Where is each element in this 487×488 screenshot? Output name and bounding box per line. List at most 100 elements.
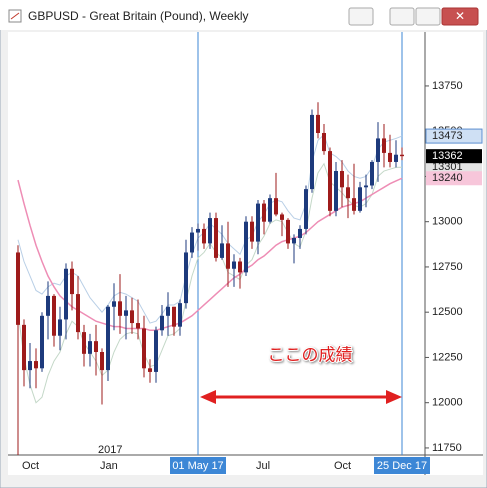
- candle-body: [118, 301, 122, 316]
- candle-body: [130, 310, 134, 324]
- candle-body: [28, 361, 32, 371]
- candle-body: [262, 203, 266, 222]
- x-tick-label: Oct: [22, 460, 39, 472]
- candle-body: [268, 198, 272, 222]
- candle-body: [208, 218, 212, 244]
- candle-body: [304, 189, 308, 229]
- year-label: 2017: [98, 444, 122, 456]
- candle-body: [154, 330, 158, 372]
- candle-body: [310, 114, 314, 190]
- link-button[interactable]: [348, 7, 374, 26]
- price-box: [425, 128, 483, 144]
- candle-body: [202, 228, 206, 244]
- candle-body: [136, 323, 140, 329]
- y-tick-label: 13750: [432, 80, 463, 92]
- candle-body: [46, 295, 50, 316]
- price-box-label: 13473: [432, 130, 463, 142]
- close-icon: ✕: [455, 9, 465, 23]
- candle-body: [76, 294, 80, 333]
- candle-body: [166, 306, 170, 316]
- candle-body: [190, 232, 194, 253]
- x-tick-label: Jan: [100, 460, 118, 472]
- candle-body: [364, 185, 368, 188]
- y-tick-label: 11750: [432, 442, 462, 454]
- candle-body: [250, 221, 254, 242]
- candle-body: [148, 368, 152, 372]
- x-tick-label: 01 May 17: [172, 460, 223, 472]
- candle-body: [214, 218, 218, 258]
- candle-body: [70, 268, 74, 295]
- candle-body: [40, 315, 44, 369]
- time-axis: [8, 455, 483, 475]
- arrow-head: [386, 390, 402, 404]
- candle-body: [238, 261, 242, 273]
- candle-body: [64, 268, 68, 320]
- date-marker-box: [374, 457, 430, 474]
- candle-body: [370, 161, 374, 186]
- candle-body: [82, 332, 86, 354]
- x-tick-label: Jul: [256, 460, 270, 472]
- y-tick-label: 12500: [432, 306, 463, 318]
- candle-body: [388, 152, 392, 162]
- candle-body: [16, 252, 20, 325]
- candle-body: [382, 138, 386, 153]
- candle-body: [94, 341, 98, 353]
- candle-body: [100, 352, 104, 371]
- close-button[interactable]: [441, 7, 479, 26]
- price-box: [426, 160, 482, 175]
- candle-body: [376, 138, 380, 162]
- candle-body: [52, 295, 56, 336]
- candle-body: [22, 324, 26, 371]
- candle-body: [34, 361, 38, 369]
- candle-body: [220, 243, 224, 258]
- candle-body: [322, 132, 326, 152]
- candle-body: [112, 301, 116, 307]
- candle-body: [124, 310, 128, 316]
- maximize-button[interactable]: [415, 7, 441, 26]
- candle-body: [394, 154, 398, 162]
- annotation: ここの成績: [268, 345, 353, 364]
- candle-body: [226, 243, 230, 269]
- candle-body: [274, 198, 278, 215]
- candle-body: [88, 341, 92, 354]
- candle-body: [292, 237, 296, 244]
- candle-body: [256, 203, 260, 242]
- candle-body: [244, 221, 248, 273]
- candle-body: [316, 114, 320, 133]
- candle-body: [340, 171, 344, 188]
- candle-body: [172, 306, 176, 327]
- plot-content: [16, 102, 404, 455]
- current-price-label: 13362: [432, 150, 463, 162]
- x-tick-label: 25 Dec 17: [377, 460, 427, 472]
- app-icon-line: [10, 12, 20, 20]
- candle-body: [286, 219, 290, 244]
- x-tick-label: Oct: [334, 460, 351, 472]
- price-box-label: 13240: [432, 172, 463, 184]
- candle-body: [346, 187, 350, 199]
- y-tick-label: 12250: [432, 351, 463, 363]
- candle-body: [334, 171, 338, 211]
- candle-body: [328, 151, 332, 211]
- candle-body: [142, 328, 146, 369]
- candle-body: [298, 228, 302, 238]
- candle-body: [358, 187, 362, 211]
- candle-body: [280, 214, 284, 220]
- candle-body: [232, 261, 236, 269]
- price-box-label: 13301: [432, 161, 463, 173]
- price-axis: [425, 32, 483, 455]
- candle-body: [178, 303, 182, 327]
- arrow-head: [200, 390, 216, 404]
- minimize-button[interactable]: [389, 7, 415, 26]
- y-tick-label: 13000: [432, 216, 463, 228]
- candle-body: [160, 315, 164, 331]
- price-box: [426, 149, 482, 164]
- candle-body: [58, 319, 62, 336]
- price-box: [426, 171, 482, 186]
- candle-body: [196, 228, 200, 233]
- candle-body: [400, 154, 404, 157]
- candle-body: [106, 306, 110, 371]
- window-title: GBPUSD - Great Britain (Pound), Weekly: [28, 9, 249, 23]
- date-marker-box: [170, 457, 226, 474]
- candle-body: [184, 252, 188, 304]
